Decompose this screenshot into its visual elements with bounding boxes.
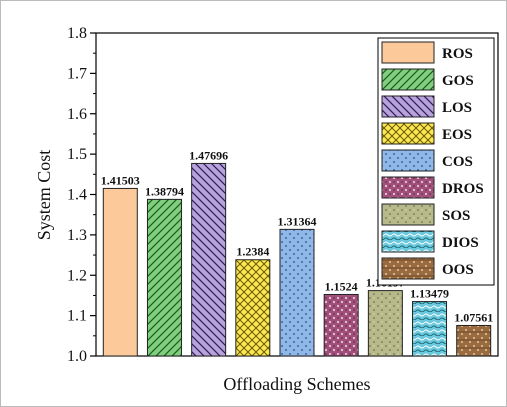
y-tick-label: 1.7	[67, 65, 87, 82]
bar-gos	[146, 198, 182, 357]
y-axis-title: System Cost	[34, 150, 54, 241]
legend-label-gos: GOS	[442, 73, 474, 89]
legend-swatch-oos	[381, 257, 435, 280]
legend-label-cos: COS	[442, 154, 473, 170]
legend-swatch-los	[381, 95, 435, 118]
data-label-los: 1.47696	[189, 148, 228, 162]
y-tick-label: 1.2	[67, 267, 87, 284]
legend-swatch-sos	[381, 203, 435, 226]
y-tick-label: 1.1	[67, 308, 87, 325]
legend-swatch-gos	[381, 68, 435, 91]
data-label-eos: 1.2384	[236, 245, 269, 259]
y-tick-label: 1.6	[67, 106, 87, 123]
x-axis-title: Offloading Schemes	[223, 374, 370, 394]
data-label-ros: 1.41503	[101, 173, 140, 187]
y-tick-label: 1.0	[67, 348, 87, 365]
bars-group	[102, 162, 492, 357]
data-label-dros: 1.1524	[325, 279, 358, 293]
data-label-dios: 1.13479	[410, 287, 449, 301]
legend-label-dros: DROS	[442, 181, 484, 197]
legend-swatch-eos	[381, 122, 435, 145]
bar-cos	[279, 228, 315, 357]
bar-dios	[412, 301, 448, 357]
bar-oos	[456, 324, 492, 357]
legend-swatch-dios	[381, 230, 435, 253]
y-axis: 1.0 1.1 1.2 1.3 1.4 1.5 1.6 1.7 1.8	[67, 25, 96, 365]
legend-swatch-dros	[381, 176, 435, 199]
bar-eos	[235, 259, 271, 357]
data-label-gos: 1.38794	[145, 184, 184, 198]
y-tick-label: 1.8	[67, 25, 87, 42]
data-label-oos: 1.07561	[454, 310, 493, 324]
legend-label-dios: DIOS	[442, 235, 479, 251]
legend: ROS GOS LOS EOS COS DROS SOS DIOS OOS	[377, 37, 495, 286]
legend-label-los: LOS	[442, 100, 472, 116]
bar-ros	[102, 187, 138, 357]
y-tick-label: 1.5	[67, 146, 87, 163]
legend-swatch-ros	[381, 41, 435, 64]
y-tick-label: 1.3	[67, 227, 87, 244]
legend-label-oos: OOS	[442, 262, 474, 278]
data-label-cos: 1.31364	[278, 214, 317, 228]
legend-label-sos: SOS	[442, 208, 470, 224]
y-tick-label: 1.4	[67, 187, 87, 204]
bar-sos	[367, 290, 403, 357]
bar-los	[191, 162, 227, 357]
legend-label-eos: EOS	[442, 127, 472, 143]
legend-swatch-cos	[381, 149, 435, 172]
bar-dros	[323, 293, 359, 357]
legend-label-ros: ROS	[442, 46, 473, 62]
